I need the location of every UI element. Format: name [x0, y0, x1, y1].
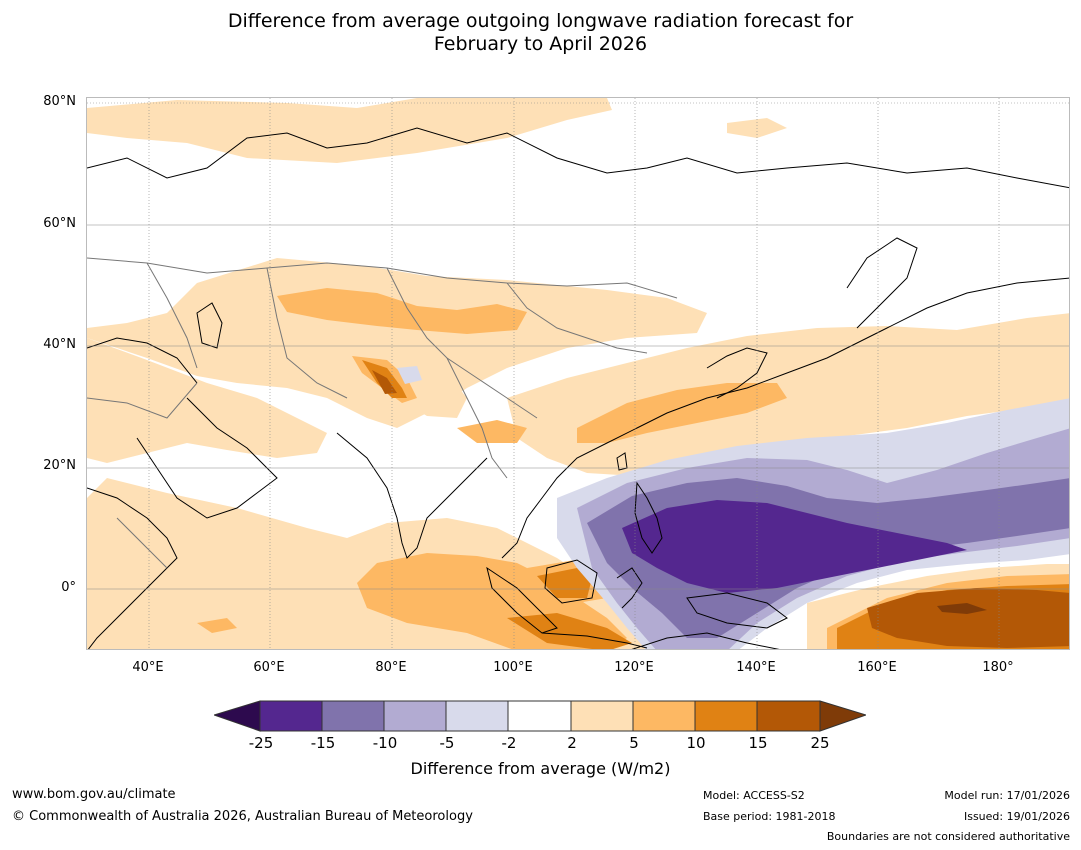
colorbar-tick-neg10: -10: [372, 734, 398, 752]
colorbar-tick-25: 25: [810, 734, 830, 752]
east-china-stronger-positive: [577, 383, 787, 443]
new-guinea-coast: [686, 592, 788, 629]
australia-coast: [631, 632, 780, 649]
tibet-weak-negative: [397, 366, 422, 384]
arctic-coast: [87, 127, 1069, 189]
footer-disclaimer: Boundaries are not considered authoritat…: [826, 830, 1070, 843]
lon-label-40e: 40°E: [132, 660, 164, 675]
mediterranean-coast: [87, 337, 198, 384]
colorbar-bin-neg15-neg10: [322, 701, 384, 731]
sumatra-coast: [486, 566, 558, 634]
anomaly-layer-above-25: [937, 603, 987, 614]
java-strong-positive: [507, 613, 632, 649]
java-coast: [541, 632, 648, 649]
colorbar: [214, 700, 866, 732]
colorbar-tick-5: 5: [629, 734, 639, 752]
indochina-stronger-positive: [457, 420, 527, 443]
footer-model-run: Model run: 17/01/2026: [944, 789, 1070, 802]
colorbar-bin-5-10: [633, 701, 695, 731]
colorbar-bin-15-25: [757, 701, 820, 731]
colorbar-tick-neg15: -15: [310, 734, 336, 752]
lat-label-40n: 40°N: [43, 337, 76, 352]
colorbar-tick-neg25: -25: [248, 734, 274, 752]
lat-label-20n: 20°N: [43, 458, 76, 473]
pacific-north-positive-area: [957, 313, 1069, 338]
title-line-1: Difference from average outgoing longwav…: [227, 10, 854, 32]
india-coast: [336, 432, 488, 559]
africa-positive-area: [87, 498, 187, 603]
footer-website[interactable]: www.bom.gov.au/climate: [12, 787, 176, 802]
colorbar-tick-10: 10: [686, 734, 706, 752]
pacific-strongest-positive: [867, 588, 1069, 648]
sulawesi-coast: [616, 567, 643, 609]
anomaly-layer-neg-15-25: [622, 500, 967, 593]
caspian-coast: [196, 302, 223, 349]
chart-title: Difference from average outgoing longwav…: [0, 10, 1081, 56]
lat-label-0: 0°: [61, 580, 76, 595]
himalaya-strongest-positive: [372, 370, 397, 394]
west-asia-positive-area: [87, 338, 327, 463]
footer-model: Model: ACCESS-S2: [703, 789, 805, 802]
colorbar-bin-neg2-2: [508, 701, 571, 731]
title-line-2: February to April 2026: [433, 33, 648, 55]
colorbar-extend-min: [214, 700, 261, 732]
colorbar-bin-10-15: [695, 701, 757, 731]
colorbar-extend-max: [819, 700, 866, 732]
siberia-positive-area: [87, 98, 612, 163]
lat-label-60n: 60°N: [43, 216, 76, 231]
japan-coast: [706, 347, 768, 399]
arabia-coast: [136, 397, 278, 519]
graticule: [87, 98, 1069, 649]
lon-label-100e: 100°E: [493, 660, 533, 675]
footer-copyright: © Commonwealth of Australia 2026, Austra…: [12, 809, 473, 824]
lat-label-80n: 80°N: [43, 94, 76, 109]
colorbar-label: Difference from average (W/m2): [410, 759, 671, 778]
colorbar-bin-neg25-neg15: [260, 701, 322, 731]
lon-label-160e: 160°E: [857, 660, 897, 675]
lon-label-120e: 120°E: [614, 660, 654, 675]
colorbar-bin-neg5-neg2: [446, 701, 508, 731]
lon-label-80e: 80°E: [375, 660, 407, 675]
colorbar-tick-neg2: -2: [501, 734, 517, 752]
kamchatka-coast: [846, 237, 918, 329]
colorbar-tick-2: 2: [567, 734, 577, 752]
east-china-positive-area: [507, 323, 1069, 476]
anomaly-layer-15-25: [372, 370, 1069, 648]
coastlines: [87, 127, 1069, 649]
country-boundaries: [87, 257, 678, 569]
footer-base-period: Base period: 1981-2018: [703, 810, 836, 823]
borneo-strong-positive: [537, 568, 592, 598]
lon-label-180: 180°: [982, 660, 1014, 675]
colorbar-bin-2-5: [571, 701, 633, 731]
arabian-stronger-positive: [197, 618, 237, 633]
east-asia-coast: [501, 277, 1069, 559]
ol-radiation-map: [86, 97, 1070, 650]
lon-label-140e: 140°E: [736, 660, 776, 675]
map-svg: [87, 98, 1069, 649]
philippines-coast: [634, 481, 663, 554]
colorbar-tick-15: 15: [748, 734, 768, 752]
footer-issued: Issued: 19/01/2026: [963, 810, 1070, 823]
lon-label-60e: 60°E: [253, 660, 285, 675]
west-pacific-strongest-negative: [622, 500, 967, 593]
pacific-extreme-positive: [937, 603, 987, 614]
colorbar-bin-neg10-neg5: [384, 701, 446, 731]
mongolia-stronger-positive: [277, 288, 527, 334]
borneo-coast: [544, 559, 598, 604]
central-asia-positive-area: [87, 258, 707, 428]
colorbar-tick-neg5: -5: [439, 734, 455, 752]
